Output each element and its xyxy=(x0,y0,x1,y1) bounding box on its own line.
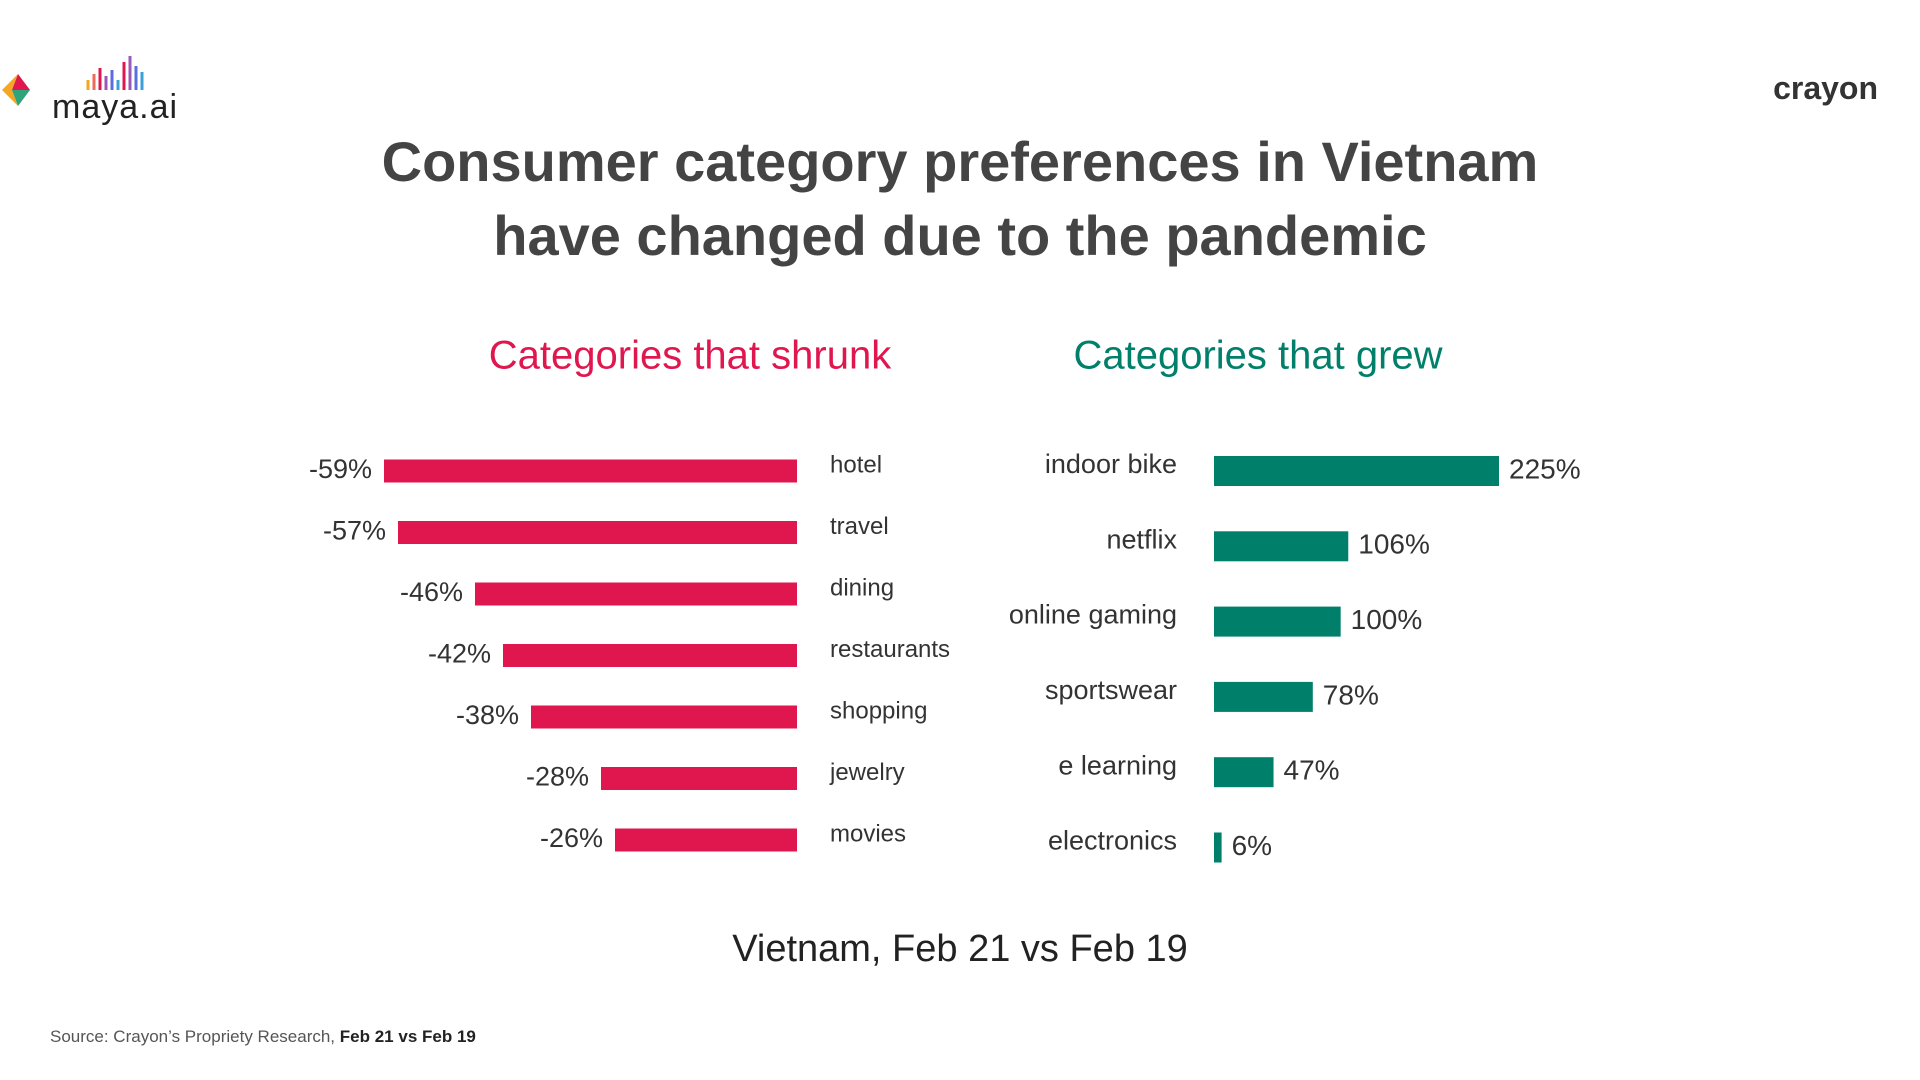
bar xyxy=(1214,681,1313,712)
source: Source: Crayon’s Propriety Research, Feb… xyxy=(50,1027,476,1047)
value-label: 106% xyxy=(1358,529,1430,560)
crayon-mark xyxy=(2,74,30,106)
category-label: online gaming xyxy=(1009,600,1177,630)
bar xyxy=(1214,456,1499,486)
value-label: -42% xyxy=(428,639,491,669)
category-label: indoor bike xyxy=(1045,449,1177,479)
value-label: -26% xyxy=(540,823,603,853)
source-text: Source: Crayon’s Propriety Research, xyxy=(50,1027,336,1046)
category-label: restaurants xyxy=(830,636,950,663)
value-label: 47% xyxy=(1284,755,1340,786)
bar xyxy=(1214,832,1222,863)
source-bold: Feb 21 vs Feb 19 xyxy=(339,1027,476,1046)
title: Consumer category preferences in Vietnam… xyxy=(381,130,1539,267)
value-label: -46% xyxy=(400,577,463,607)
bar xyxy=(615,828,797,852)
bar xyxy=(1214,531,1349,562)
category-label: travel xyxy=(830,513,889,540)
value-label: -57% xyxy=(323,516,386,546)
bar xyxy=(1214,606,1341,637)
category-label: electronics xyxy=(1048,826,1177,856)
bar xyxy=(384,459,797,483)
logo-mark xyxy=(86,56,144,90)
bar xyxy=(503,644,797,667)
bar xyxy=(1214,757,1274,788)
value-label: -38% xyxy=(456,700,519,730)
category-label: e learning xyxy=(1058,750,1177,780)
bar xyxy=(398,521,797,544)
category-label: shopping xyxy=(830,697,927,724)
value-label: 6% xyxy=(1232,830,1272,861)
category-label: sportswear xyxy=(1045,675,1177,705)
category-label: dining xyxy=(830,574,894,601)
value-label: 78% xyxy=(1323,679,1379,710)
category-label: hotel xyxy=(830,451,882,478)
logo-text: maya.ai xyxy=(52,88,179,126)
bar xyxy=(475,582,797,606)
value-label: -59% xyxy=(309,454,372,484)
logo-text: crayon xyxy=(1773,70,1878,106)
value-label: 225% xyxy=(1509,453,1581,484)
value-label: -28% xyxy=(526,762,589,792)
chart-subtitle: Categories that shrunk xyxy=(489,334,892,378)
category-label: netflix xyxy=(1106,524,1177,554)
value-label: 100% xyxy=(1351,604,1423,635)
caption: Vietnam, Feb 21 vs Feb 19 xyxy=(732,928,1188,970)
category-label: jewelry xyxy=(829,759,905,786)
bar xyxy=(531,705,797,729)
category-label: movies xyxy=(830,820,906,847)
chart-subtitle: Categories that grew xyxy=(1073,334,1442,378)
bar xyxy=(601,767,797,790)
